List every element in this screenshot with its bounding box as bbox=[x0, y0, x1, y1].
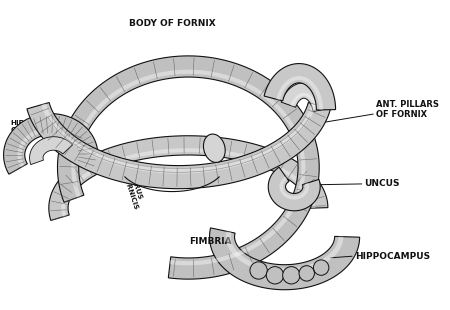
Text: ANT. PILLARS
OF FORNIX: ANT. PILLARS OF FORNIX bbox=[376, 100, 439, 119]
Polygon shape bbox=[41, 104, 316, 174]
Polygon shape bbox=[281, 83, 328, 112]
Text: UNCUS: UNCUS bbox=[364, 179, 400, 188]
Polygon shape bbox=[27, 103, 330, 189]
Text: HIPPOCAMPUS: HIPPOCAMPUS bbox=[355, 251, 430, 260]
Polygon shape bbox=[264, 64, 336, 110]
Polygon shape bbox=[71, 70, 306, 265]
Polygon shape bbox=[279, 176, 309, 200]
Polygon shape bbox=[210, 228, 360, 290]
Text: FIMBRIA: FIMBRIA bbox=[189, 237, 232, 246]
Circle shape bbox=[250, 262, 267, 279]
Text: HIPPOCAMPAL
COMMISSURE: HIPPOCAMPAL COMMISSURE bbox=[10, 120, 68, 133]
Polygon shape bbox=[30, 137, 72, 165]
Text: CRUS
FORNICIS: CRUS FORNICIS bbox=[122, 171, 145, 210]
Polygon shape bbox=[4, 114, 98, 174]
Polygon shape bbox=[276, 76, 323, 110]
Circle shape bbox=[299, 266, 315, 281]
Polygon shape bbox=[61, 148, 315, 217]
Ellipse shape bbox=[203, 134, 225, 162]
Polygon shape bbox=[226, 231, 343, 273]
Circle shape bbox=[314, 260, 329, 275]
Polygon shape bbox=[49, 136, 328, 220]
Polygon shape bbox=[18, 127, 84, 167]
Polygon shape bbox=[291, 93, 318, 111]
Text: BODY OF FORNIX: BODY OF FORNIX bbox=[129, 19, 216, 28]
Circle shape bbox=[266, 267, 284, 284]
Polygon shape bbox=[58, 56, 319, 279]
Polygon shape bbox=[268, 167, 320, 211]
Circle shape bbox=[283, 267, 300, 284]
